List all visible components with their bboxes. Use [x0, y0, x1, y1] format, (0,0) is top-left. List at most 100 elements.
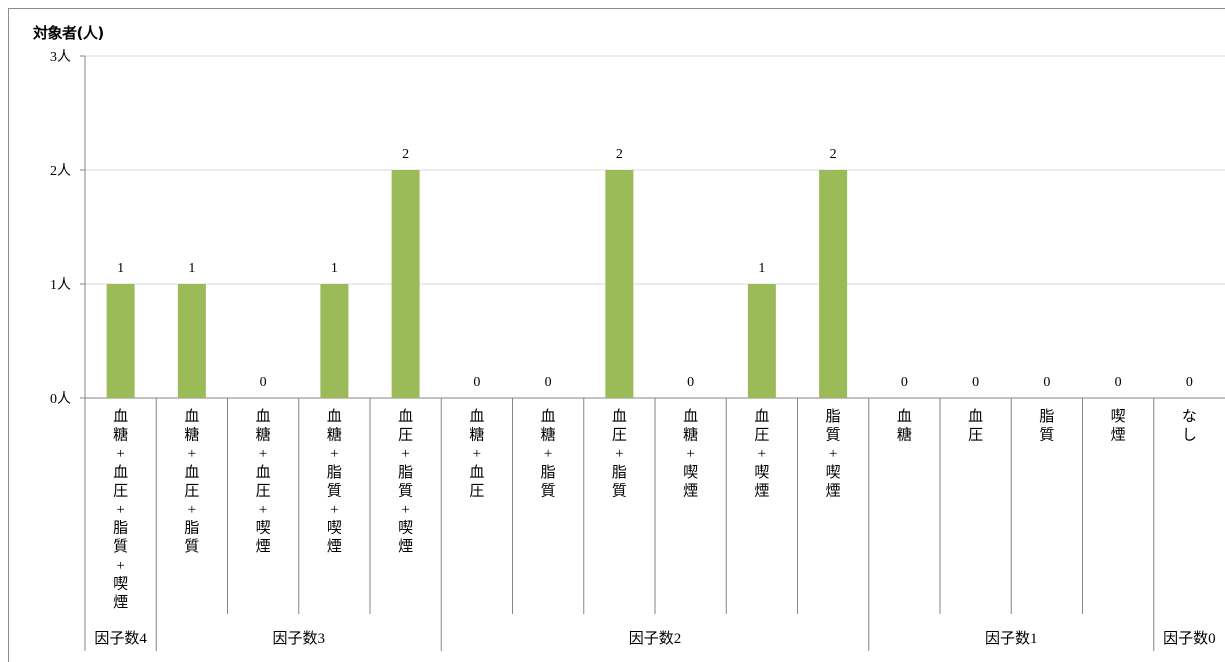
category-label-char: 血: [398, 408, 413, 425]
category-label-char: 圧: [398, 428, 413, 444]
category-label-char: 圧: [184, 483, 199, 499]
category-label-char: 糖: [113, 427, 128, 444]
category-label-char: 血: [469, 464, 484, 481]
y-tick-label: 1人: [50, 277, 71, 293]
data-label: 0: [545, 375, 552, 390]
bar: [106, 284, 135, 398]
category-label-char: 脂: [398, 464, 413, 481]
category-label-char: 煙: [256, 538, 271, 555]
category-label-char: +: [615, 446, 623, 462]
group-label: 因子数4: [94, 630, 147, 647]
category-label-char: 血: [184, 408, 199, 425]
group-label: 因子数1: [985, 630, 1038, 647]
y-tick-label: 3人: [50, 49, 71, 65]
category-label-char: +: [116, 502, 124, 518]
category-label-char: 質: [1039, 426, 1054, 444]
category-label-char: 糖: [683, 427, 698, 444]
category-label-char: 圧: [754, 428, 769, 444]
category-label-char: 煙: [1111, 427, 1126, 444]
category-label-char: 糖: [469, 427, 484, 444]
bar: [391, 170, 420, 398]
data-label: 1: [331, 261, 338, 276]
category-label-char: +: [116, 446, 124, 462]
category-label-char: 煙: [754, 482, 769, 499]
data-label: 2: [616, 147, 623, 162]
data-label: 2: [402, 147, 409, 162]
category-label-char: 煙: [327, 538, 342, 555]
category-label-char: 血: [683, 408, 698, 425]
category-label-char: し: [1182, 428, 1197, 444]
category-label-char: 圧: [113, 483, 128, 499]
category-label-char: 脂: [541, 464, 556, 481]
category-label-char: 脂: [612, 464, 627, 481]
category-label-char: +: [829, 446, 837, 462]
category-label-char: 糖: [327, 427, 342, 444]
category-label-char: +: [116, 558, 124, 574]
data-label: 0: [473, 375, 480, 390]
category-label-char: 血: [897, 408, 912, 425]
category-label-char: 質: [113, 537, 128, 555]
category-label-char: 血: [754, 408, 769, 425]
data-label: 0: [1115, 375, 1122, 390]
category-label-char: 煙: [398, 538, 413, 555]
data-label: 0: [687, 375, 694, 390]
chart-frame: [8, 8, 1225, 662]
category-label-char: 糖: [541, 427, 556, 444]
category-label-char: 脂: [826, 408, 841, 425]
category-label-char: 喫: [826, 464, 841, 481]
category-label-char: 煙: [683, 482, 698, 499]
bar: [177, 284, 206, 398]
group-label: 因子数3: [272, 630, 325, 647]
bar: [605, 170, 634, 398]
data-label: 0: [260, 375, 267, 390]
category-label-char: 質: [826, 426, 841, 444]
category-label-char: 脂: [113, 520, 128, 537]
data-label: 1: [188, 261, 195, 276]
category-label-char: 喫: [398, 520, 413, 537]
category-label-char: 質: [398, 481, 413, 499]
data-label: 2: [830, 147, 837, 162]
category-label-char: +: [188, 502, 196, 518]
category-label-char: 血: [612, 408, 627, 425]
category-label-char: 脂: [184, 520, 199, 537]
category-label-char: +: [544, 446, 552, 462]
category-label-char: 血: [541, 408, 556, 425]
data-label: 0: [1186, 375, 1193, 390]
category-label-char: 圧: [612, 428, 627, 444]
category-label-char: 脂: [327, 464, 342, 481]
category-label-char: +: [686, 446, 694, 462]
category-label-char: +: [188, 446, 196, 462]
category-label-char: 血: [256, 464, 271, 481]
category-label-char: +: [330, 502, 338, 518]
category-label-char: +: [259, 446, 267, 462]
category-label-char: な: [1182, 408, 1197, 425]
category-label-char: 質: [184, 537, 199, 555]
category-label-char: 圧: [469, 483, 484, 499]
group-label: 因子数0: [1163, 630, 1216, 647]
category-label-char: 質: [612, 481, 627, 499]
category-label-char: 煙: [826, 482, 841, 499]
bar: [320, 284, 349, 398]
category-label-char: +: [758, 446, 766, 462]
data-label: 0: [1043, 375, 1050, 390]
category-label-char: 血: [469, 408, 484, 425]
bar: [819, 170, 848, 398]
y-tick-label: 2人: [50, 163, 71, 179]
category-label-char: 圧: [256, 483, 271, 499]
bar: [747, 284, 776, 398]
category-label-char: 血: [113, 408, 128, 425]
category-label-char: +: [259, 502, 267, 518]
category-label-char: 血: [113, 464, 128, 481]
y-tick-label: 0人: [50, 391, 71, 407]
category-label-char: 血: [256, 408, 271, 425]
category-label-char: 血: [184, 464, 199, 481]
category-label-char: 喫: [113, 575, 128, 592]
category-label-char: 喫: [1111, 408, 1126, 425]
category-label-char: 質: [327, 481, 342, 499]
category-label-char: 喫: [256, 520, 271, 537]
group-label: 因子数2: [629, 630, 682, 647]
category-label-char: 血: [327, 408, 342, 425]
data-label: 1: [758, 261, 765, 276]
data-label: 0: [972, 375, 979, 390]
